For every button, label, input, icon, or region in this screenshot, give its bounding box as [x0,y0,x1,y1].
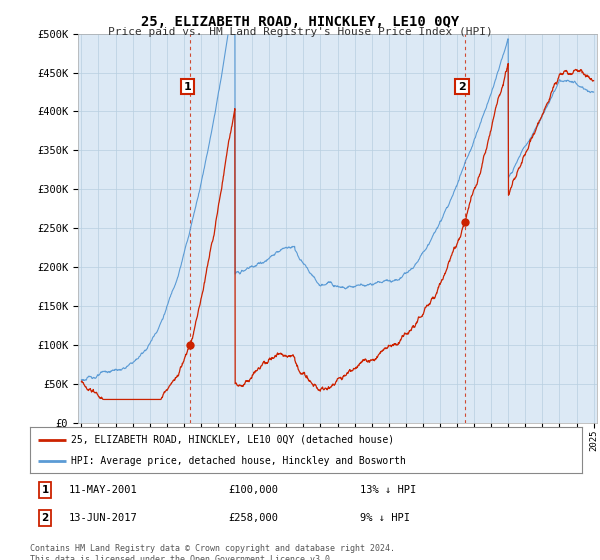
Text: 11-MAY-2001: 11-MAY-2001 [69,485,138,495]
Text: HPI: Average price, detached house, Hinckley and Bosworth: HPI: Average price, detached house, Hinc… [71,456,406,466]
Text: £258,000: £258,000 [228,513,278,523]
Text: £100,000: £100,000 [228,485,278,495]
Text: 13-JUN-2017: 13-JUN-2017 [69,513,138,523]
Text: 1: 1 [41,485,49,495]
Text: Contains HM Land Registry data © Crown copyright and database right 2024.
This d: Contains HM Land Registry data © Crown c… [30,544,395,560]
Text: 25, ELIZABETH ROAD, HINCKLEY, LE10 0QY (detached house): 25, ELIZABETH ROAD, HINCKLEY, LE10 0QY (… [71,435,395,445]
Text: 2: 2 [41,513,49,523]
Text: 1: 1 [184,82,191,91]
Text: 2: 2 [458,82,466,91]
Text: 9% ↓ HPI: 9% ↓ HPI [360,513,410,523]
Text: Price paid vs. HM Land Registry's House Price Index (HPI): Price paid vs. HM Land Registry's House … [107,27,493,37]
Text: 25, ELIZABETH ROAD, HINCKLEY, LE10 0QY: 25, ELIZABETH ROAD, HINCKLEY, LE10 0QY [141,15,459,29]
Text: 13% ↓ HPI: 13% ↓ HPI [360,485,416,495]
